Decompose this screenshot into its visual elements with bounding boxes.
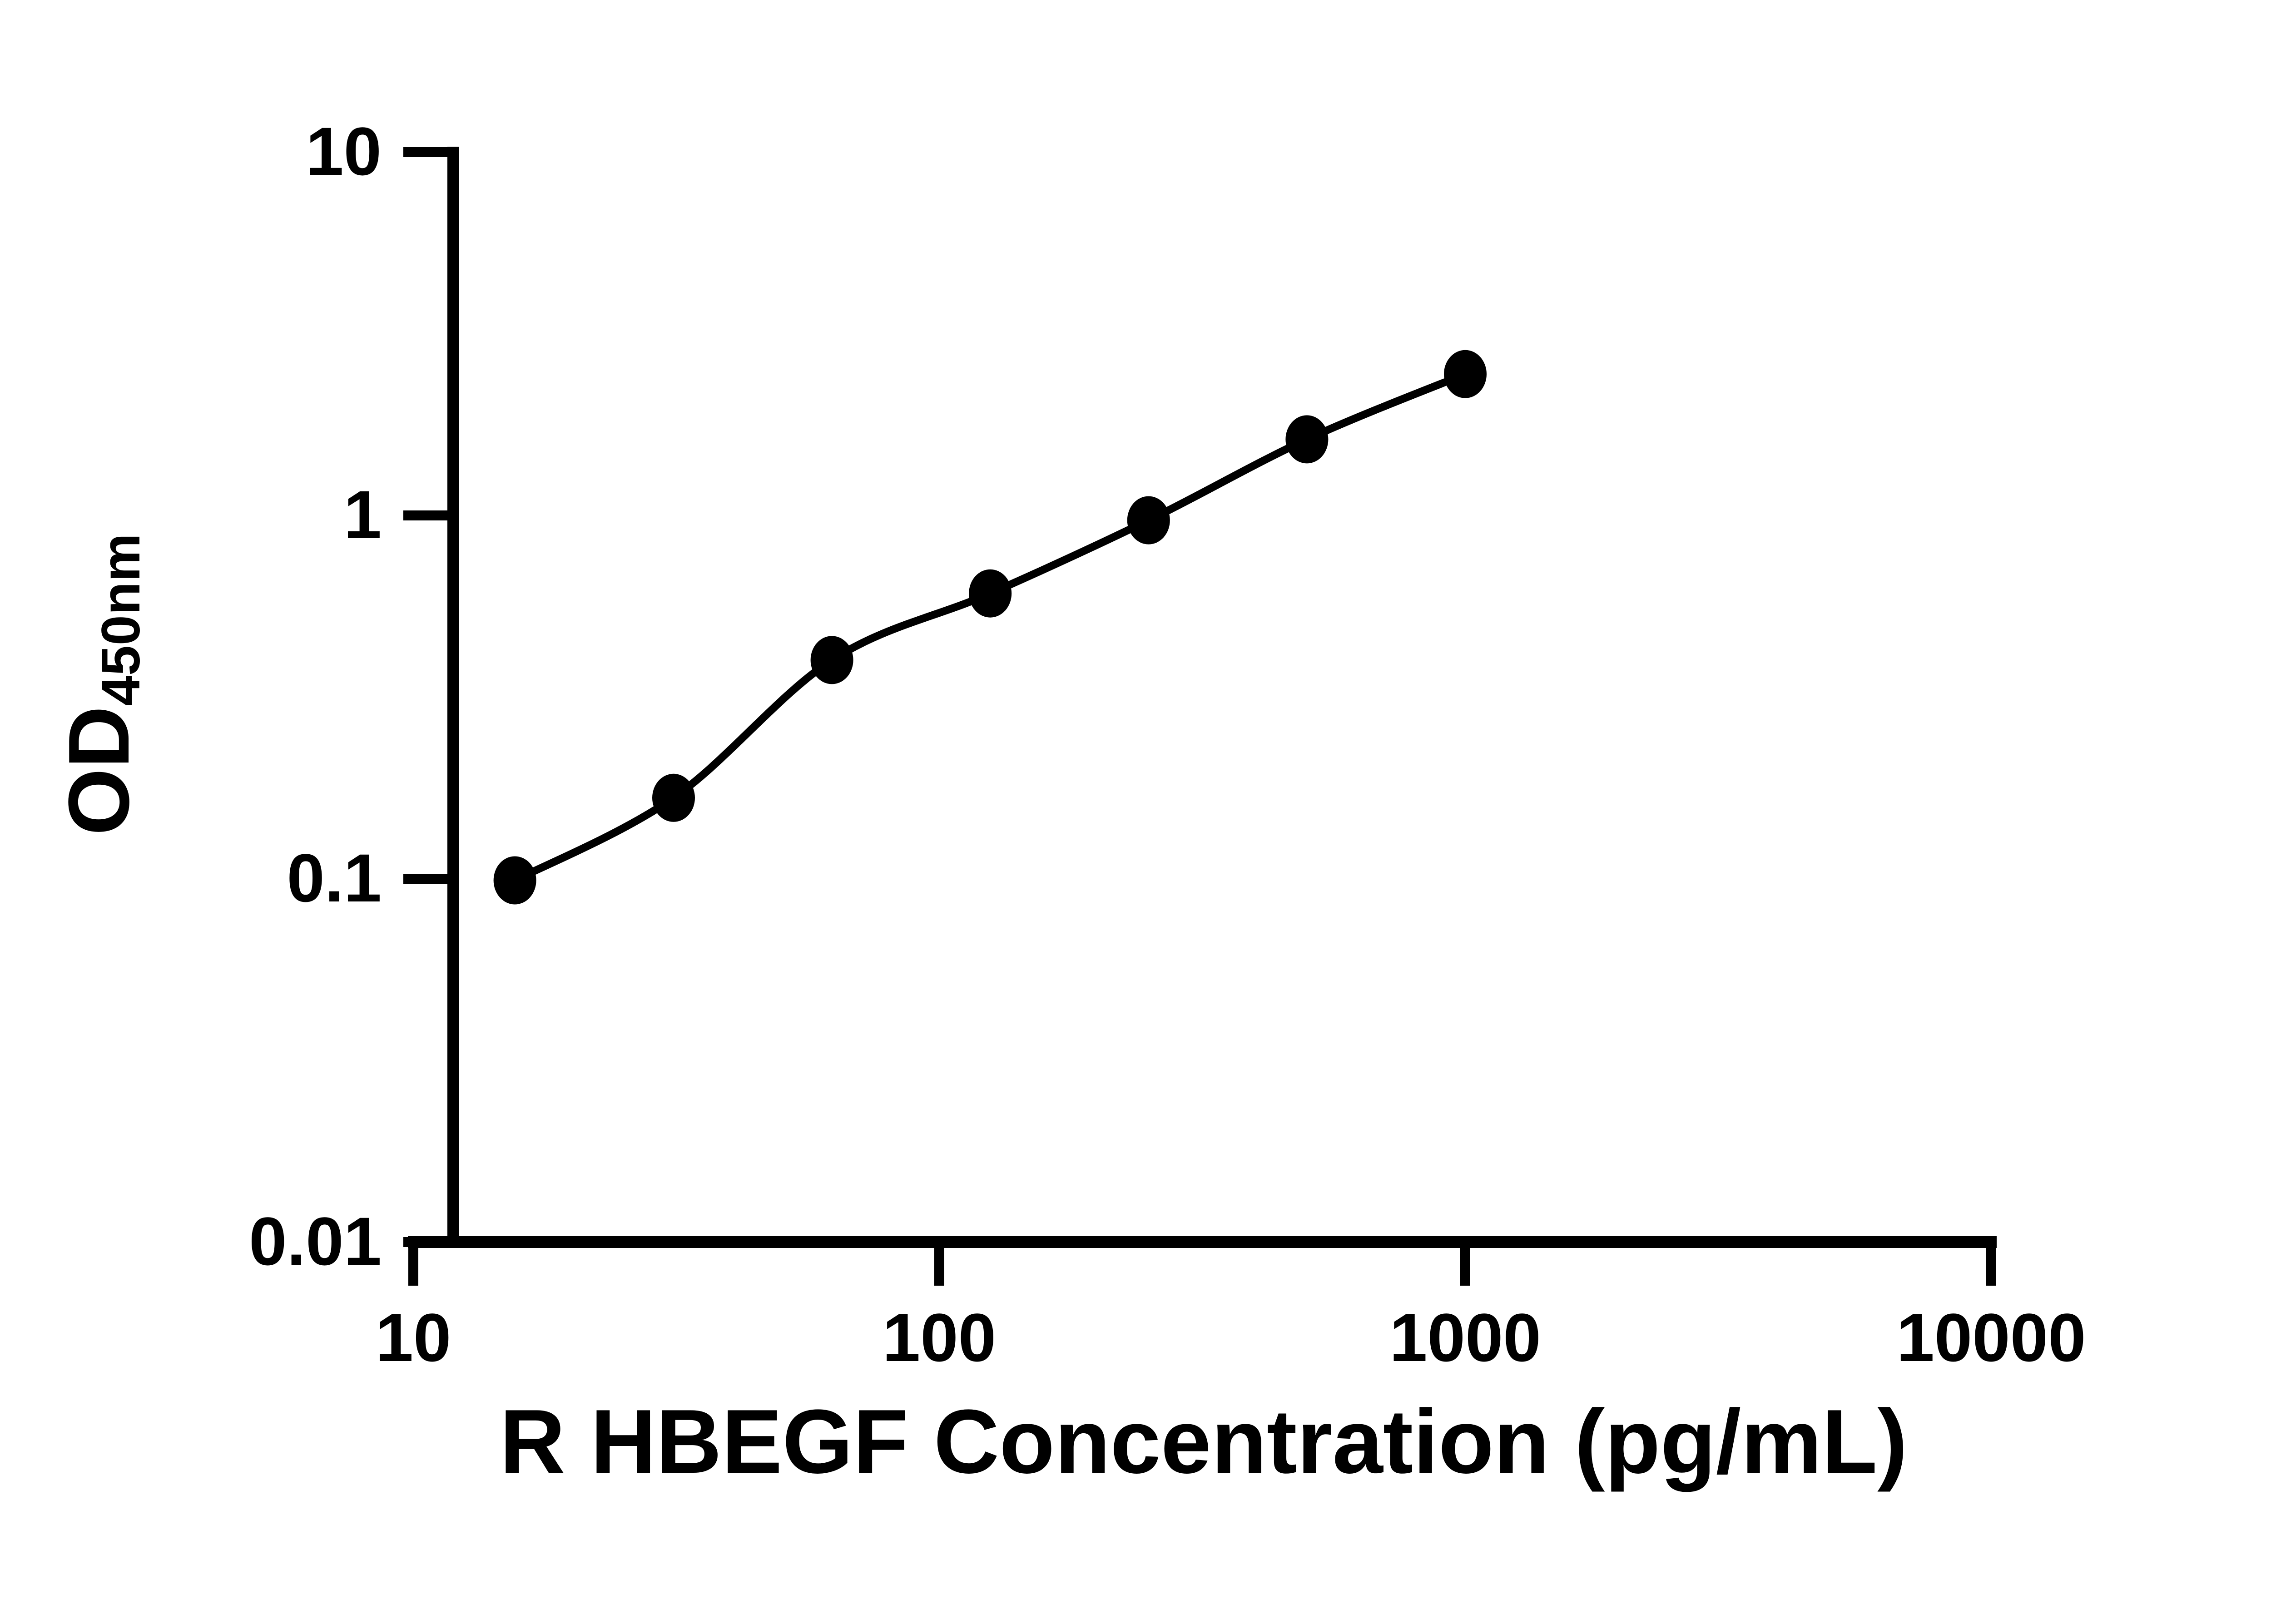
standard-curve-line (511, 370, 1469, 884)
data-point-markers (493, 350, 1487, 905)
x-axis-line (408, 1236, 1997, 1248)
data-point (810, 636, 853, 684)
data-point (1127, 496, 1170, 545)
x-axis-tick-100 (934, 1242, 944, 1286)
x-axis-tick-10000 (1986, 1242, 1996, 1286)
data-point (1444, 350, 1487, 398)
y-axis-tick-label-0.1: 0.1 (287, 840, 382, 916)
x-axis-tick-1000 (1460, 1242, 1470, 1286)
data-point (493, 856, 536, 905)
y-axis-tick-label-10: 10 (306, 113, 382, 189)
x-axis-tick-10 (408, 1242, 418, 1286)
y-axis-tick-1 (403, 510, 449, 520)
y-axis-tick-10 (403, 147, 449, 157)
data-point (652, 773, 695, 822)
y-axis-title-subscript: 450nm (90, 533, 151, 706)
y-axis-title-main: OD (51, 706, 147, 836)
x-axis-tick-label-10: 10 (375, 1299, 451, 1376)
x-axis-title: R HBEGF Concentration (pg/mL) (500, 1391, 1908, 1492)
x-axis-tick-label-10000: 10000 (1896, 1299, 2086, 1376)
y-axis-title: OD450nm (51, 435, 153, 934)
y-axis-tick-0.1 (403, 874, 449, 884)
data-point (1285, 415, 1329, 464)
y-axis-tick-label-0.01: 0.01 (249, 1203, 382, 1279)
x-axis-tick-label-1000: 1000 (1389, 1299, 1541, 1376)
y-axis-tick-label-1: 1 (343, 476, 382, 553)
y-axis-line (447, 147, 459, 1248)
data-point (969, 569, 1012, 618)
x-axis-tick-label-100: 100 (882, 1299, 997, 1376)
